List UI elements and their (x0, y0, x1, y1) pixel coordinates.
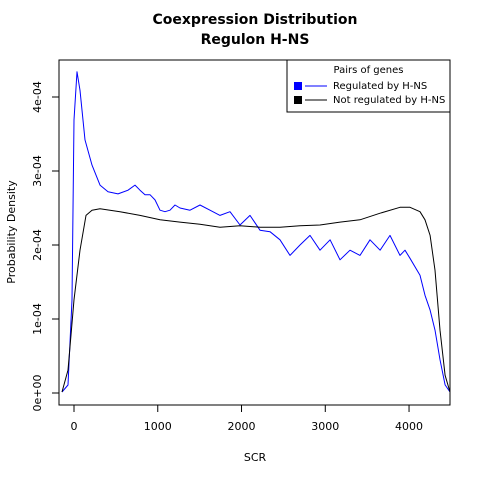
legend-swatch (294, 82, 302, 90)
x-tick-label: 0 (70, 420, 77, 433)
legend-title: Pairs of genes (333, 65, 403, 76)
x-tick-label: 1000 (144, 420, 172, 433)
y-tick-label: 0e+00 (31, 375, 44, 412)
chart-subtitle: Regulon H-NS (201, 32, 310, 48)
x-tick-label: 3000 (311, 420, 339, 433)
y-tick-label: 3e-04 (31, 155, 44, 187)
y-tick-label: 2e-04 (31, 229, 44, 261)
y-tick-label: 1e-04 (31, 303, 44, 335)
series-line (61, 206, 450, 393)
x-tick-label: 4000 (395, 420, 423, 433)
y-tick-label: 4e-04 (31, 81, 44, 113)
legend-label: Regulated by H-NS (333, 81, 427, 92)
legend-label: Not regulated by H-NS (333, 95, 445, 106)
x-axis-label: SCR (244, 451, 267, 464)
x-tick-label: 2000 (228, 420, 256, 433)
series-line (61, 71, 450, 393)
y-axis-label: Probability Density (5, 180, 18, 284)
plot-frame (58, 59, 451, 406)
chart-title: Coexpression Distribution (153, 12, 358, 28)
legend-swatch (294, 96, 302, 104)
